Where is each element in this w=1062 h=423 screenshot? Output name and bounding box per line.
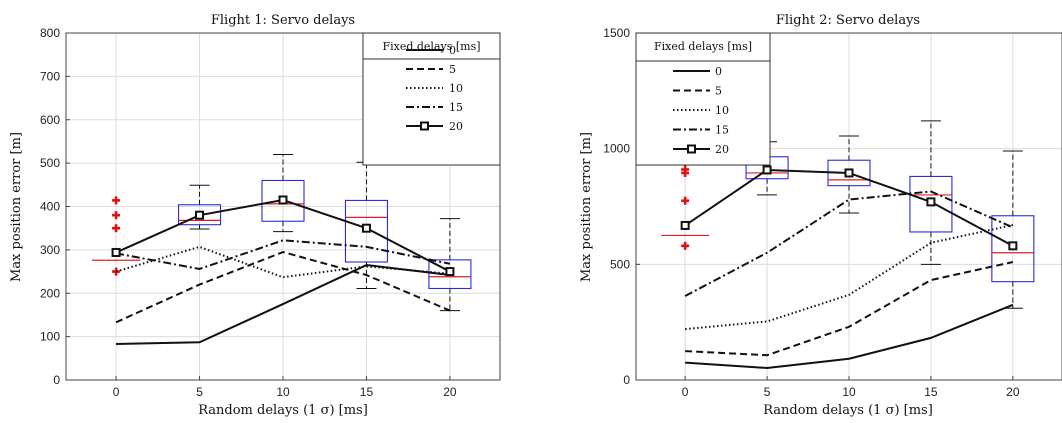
series-line-0: [685, 303, 1014, 369]
legend-entry-label: 10: [715, 104, 729, 117]
flight-1-panel: 0 5 10 15 200100200300400500600700800Flight …: [9, 13, 501, 418]
x-tick-label: 5: [764, 385, 771, 399]
series-point-20: [111, 247, 121, 257]
legend-entry-label: 5: [715, 85, 722, 98]
legend: Fixed delays [ms] 0 5 10 15 20: [635, 32, 771, 166]
series-line-0: [116, 264, 451, 345]
x-tick-label: 10: [842, 385, 856, 399]
series-point-20: [844, 168, 854, 178]
outlier-marker: [681, 196, 690, 205]
series-point-20: [680, 220, 690, 230]
legend-title: Fixed delays [ms]: [382, 40, 480, 53]
y-tick-label: 600: [40, 113, 60, 127]
series-point-20: [445, 267, 455, 277]
outlier-marker: [112, 211, 121, 220]
x-tick-label: 0: [113, 385, 120, 399]
series-line-5: [115, 250, 451, 324]
series-point-20: [361, 223, 371, 233]
x-tick-label: 10: [276, 385, 290, 399]
y-tick-label: 700: [40, 69, 60, 83]
x-tick-label: 5: [196, 385, 203, 399]
legend-entry-label: 15: [715, 124, 729, 137]
x-axis-label: Random delays (1 σ) [ms]: [763, 403, 933, 418]
chart-title: Flight 2: Servo delays: [776, 13, 920, 28]
series-point-20: [278, 195, 288, 205]
legend-entry-label: 0: [715, 65, 722, 78]
box-iqr: [344, 199, 389, 263]
y-tick-label: 200: [40, 286, 60, 300]
legend-entry-label: 5: [449, 63, 456, 76]
x-tick-label: 15: [924, 385, 938, 399]
series-line-5: [685, 261, 1014, 357]
legend-box: [635, 32, 771, 166]
y-tick-label: 1500: [603, 26, 630, 40]
series-point-20: [1008, 241, 1018, 251]
series-point-20: [195, 210, 205, 220]
outlier-marker: [112, 196, 121, 205]
box-iqr: [991, 215, 1035, 283]
x-tick-label: 20: [1006, 385, 1020, 399]
legend-swatch-marker: [420, 121, 429, 131]
chart-title: Flight 1: Servo delays: [211, 13, 355, 28]
y-tick-label: 300: [40, 243, 60, 257]
y-tick-label: 0: [53, 373, 60, 387]
y-tick-label: 800: [40, 26, 60, 40]
legend-entry-label: 20: [449, 120, 463, 133]
box-iqr: [428, 259, 472, 290]
y-tick-label: 500: [40, 156, 60, 170]
outlier-marker: [681, 165, 690, 174]
y-tick-label: 400: [40, 200, 60, 214]
outlier-marker: [681, 241, 690, 250]
x-tick-label: 0: [682, 385, 689, 399]
y-tick-label: 100: [40, 330, 60, 344]
series-point-20: [762, 165, 772, 175]
y-axis-label: Max position error [m]: [9, 132, 24, 282]
box-iqr: [261, 179, 305, 222]
legend: Fixed delays [ms]0 5 10 15 20: [362, 32, 501, 166]
outlier-marker: [112, 224, 121, 233]
legend-entry-label: 10: [449, 82, 463, 95]
legend-box: [362, 32, 501, 166]
box-iqr: [177, 204, 222, 226]
series-point-20: [926, 197, 936, 207]
x-tick-label: 15: [360, 385, 374, 399]
y-tick-label: 1000: [603, 142, 630, 156]
legend-entry-label: 15: [449, 101, 463, 114]
legend-entry-label: 20: [715, 143, 729, 156]
x-axis-label: Random delays (1 σ) [ms]: [198, 403, 368, 418]
legend-swatch-marker: [687, 144, 696, 154]
legend-entry-label: 0: [449, 44, 456, 57]
y-axis-label: Max position error [m]: [579, 132, 594, 282]
legend-title: Fixed delays [ms]: [654, 40, 752, 53]
flight-2-panel: 0 5 10 15 20 0 500 1000 1500 Flight 2: Servo dela…: [579, 13, 1062, 418]
y-tick-label: 0: [623, 373, 630, 387]
x-tick-label: 20: [443, 385, 457, 399]
y-tick-label: 500: [610, 257, 630, 271]
box-iqr: [909, 175, 953, 233]
series-line-10: [685, 224, 1014, 331]
